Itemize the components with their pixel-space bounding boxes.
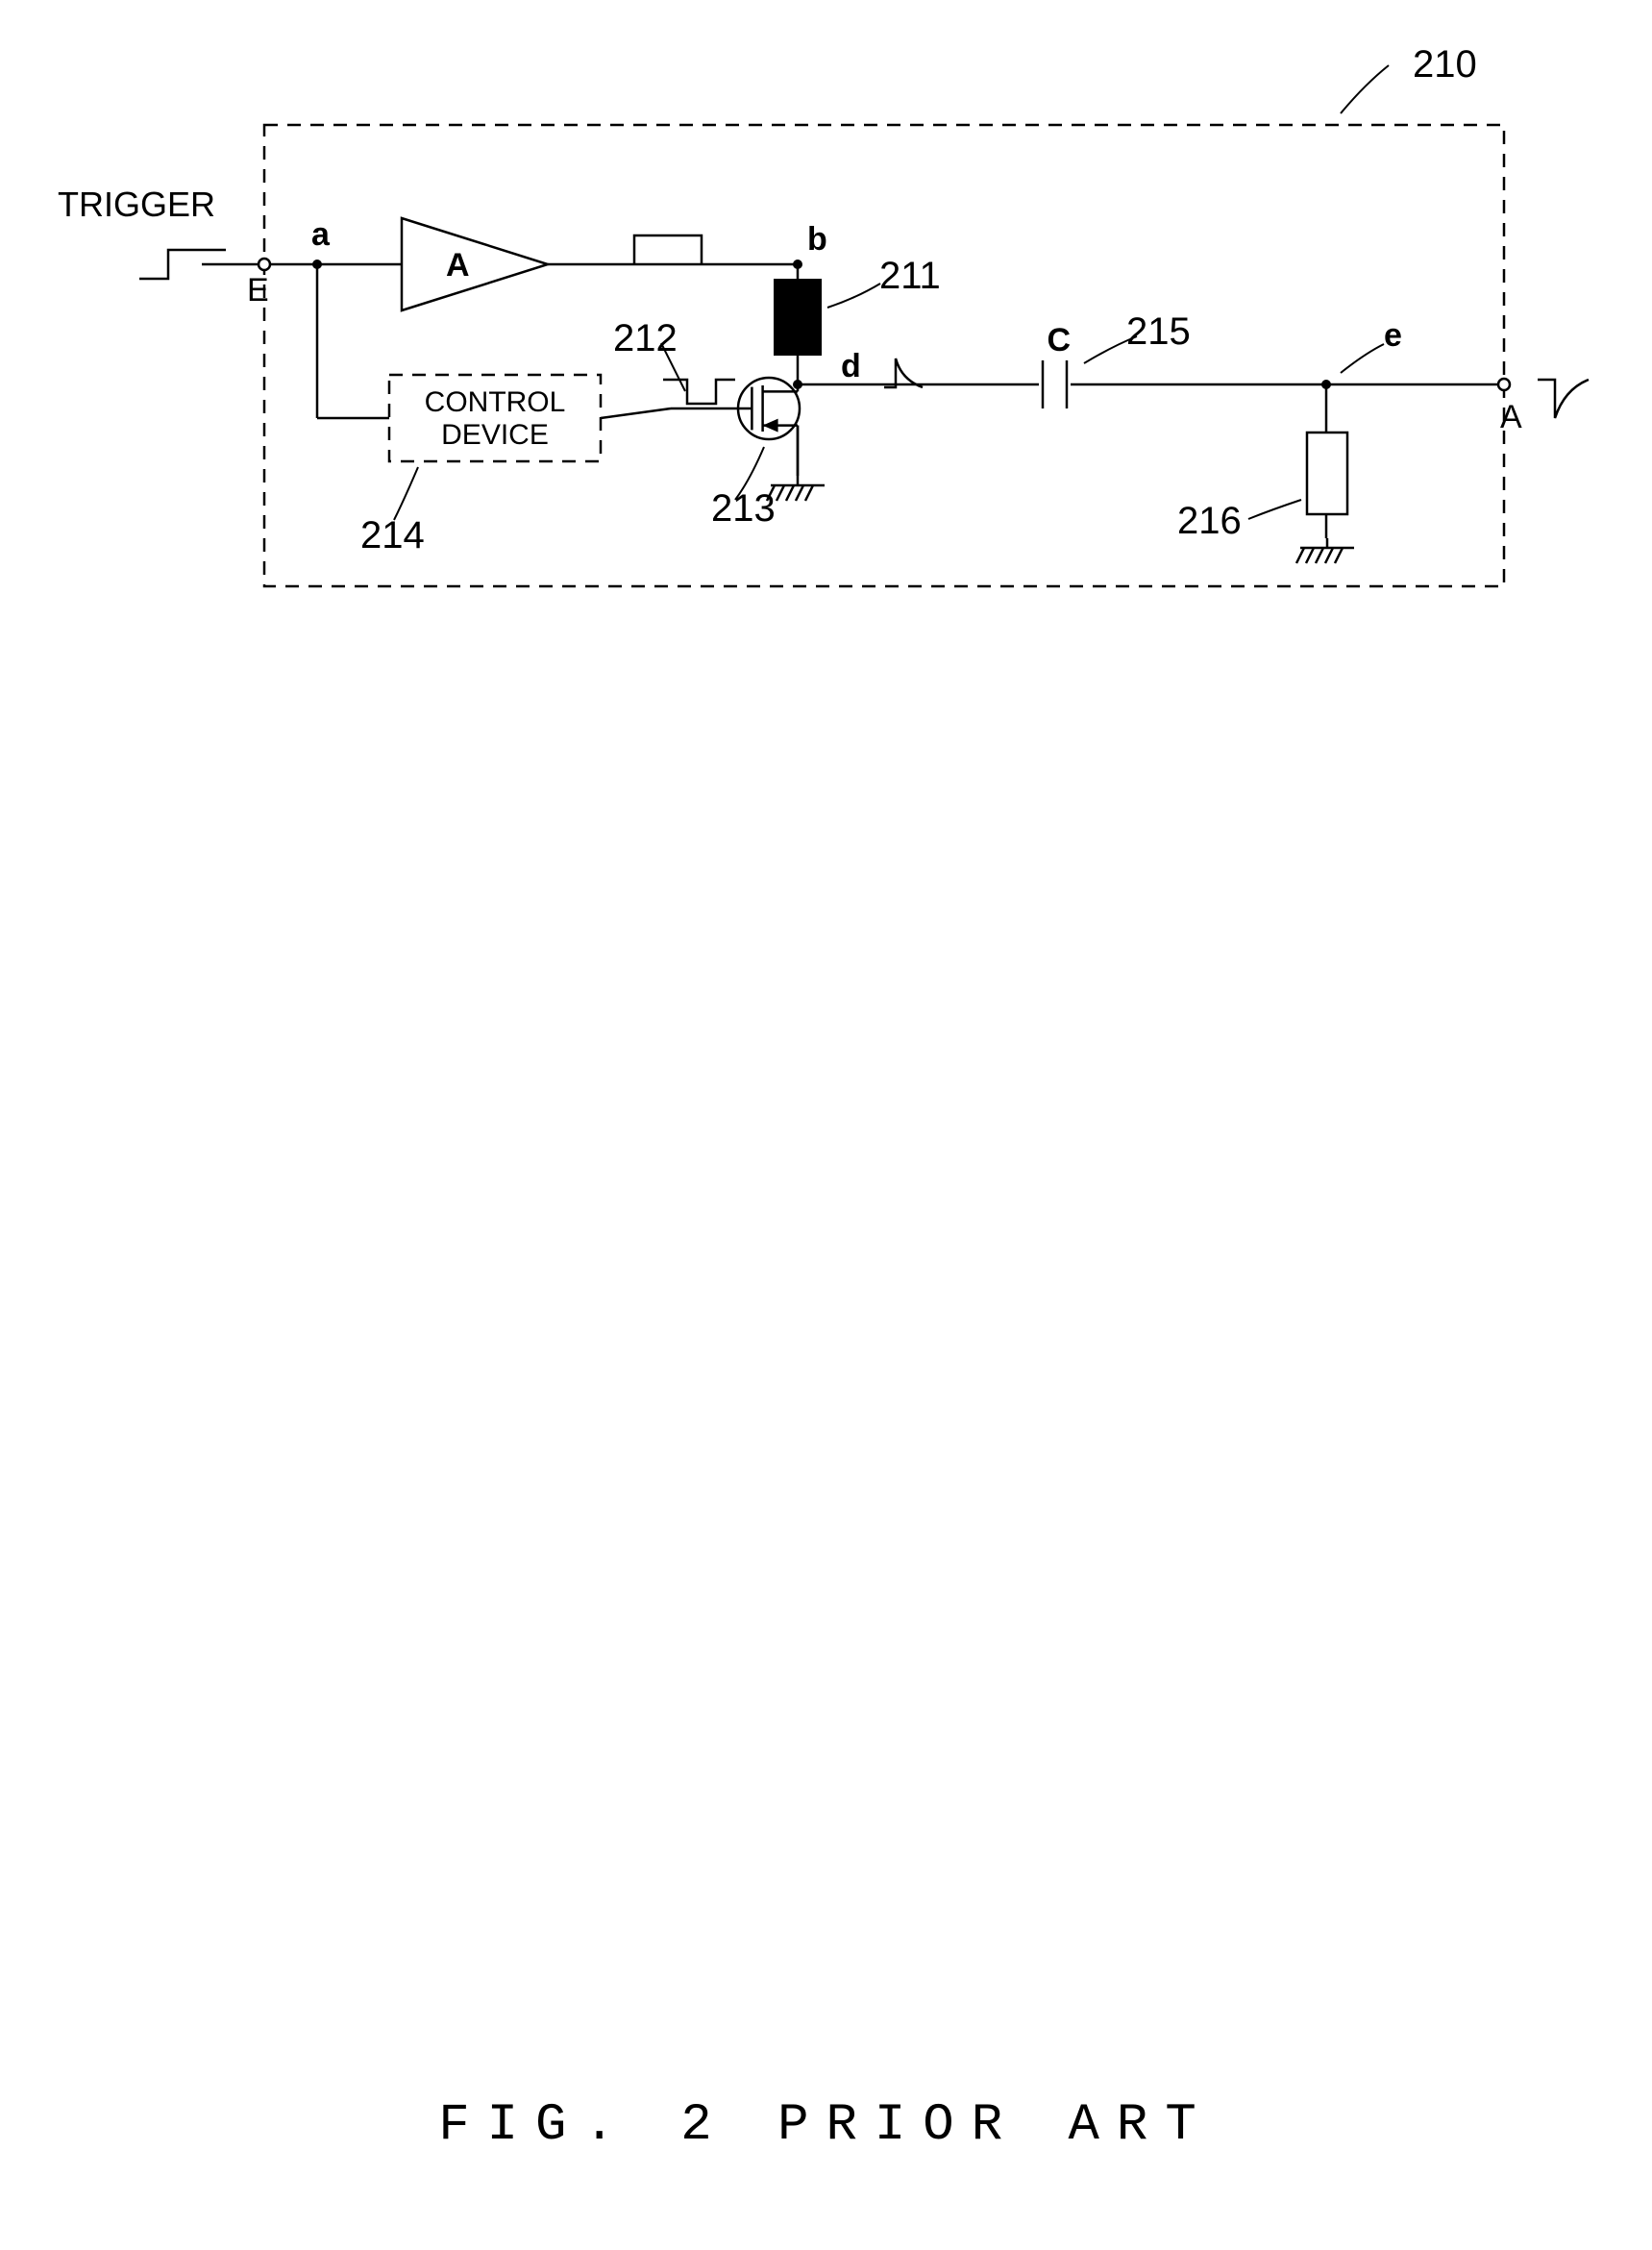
ctrl-line2: DEVICE bbox=[441, 419, 549, 451]
node-b: b bbox=[807, 221, 827, 258]
figure-caption: FIG. 2 PRIOR ART bbox=[438, 2096, 1213, 2155]
block-210-outline bbox=[264, 125, 1504, 586]
element-211 bbox=[774, 279, 822, 356]
cap-C: C bbox=[1048, 322, 1072, 359]
ref-214: 214 bbox=[360, 514, 425, 556]
ref-212: 212 bbox=[613, 317, 678, 359]
trigger-label: TRIGGER bbox=[58, 185, 215, 224]
node-e: e bbox=[1384, 317, 1402, 354]
amplifier-A bbox=[402, 218, 548, 310]
terminal-E: E bbox=[247, 272, 269, 309]
ref-213: 213 bbox=[711, 487, 776, 530]
ref-210: 210 bbox=[1413, 43, 1477, 86]
resistor-216 bbox=[1307, 433, 1347, 514]
ctrl-line1: CONTROL bbox=[425, 386, 566, 418]
ref-215: 215 bbox=[1126, 310, 1191, 353]
node-d: d bbox=[841, 348, 861, 384]
ref-211: 211 bbox=[879, 255, 941, 297]
ref-216: 216 bbox=[1177, 500, 1242, 542]
terminal-A: A bbox=[1500, 399, 1522, 435]
node-a: a bbox=[311, 216, 331, 253]
amp-label: A bbox=[446, 247, 470, 284]
